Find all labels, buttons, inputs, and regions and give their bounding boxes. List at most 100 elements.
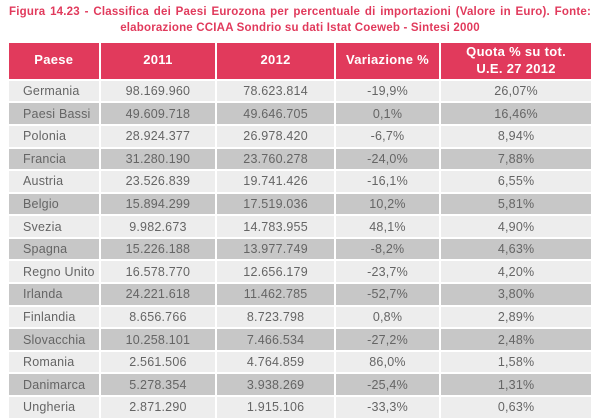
cell-quota: 2,89% — [441, 306, 591, 328]
table-header-row: Paese 2011 2012 Variazione % Quota % su tot.… — [9, 42, 591, 79]
cell-paese: Polonia — [9, 125, 99, 147]
cell-paese: Finlandia — [9, 306, 99, 328]
cell-quota: 5,81% — [441, 193, 591, 215]
cell-2012: 26.978.420 — [217, 125, 334, 147]
cell-2011: 49.609.718 — [100, 103, 216, 124]
cell-paese: Regno Unito — [9, 261, 99, 283]
table-row: Belgio 15.894.299 17.519.036 10,2% 5,81% — [9, 193, 591, 215]
table-row: Spagna 15.226.188 13.977.749 -8,2% 4,63% — [9, 238, 591, 260]
cell-quota: 26,07% — [441, 80, 591, 102]
cell-2011: 10.258.101 — [100, 329, 216, 350]
table-row: Finlandia 8.656.766 8.723.798 0,8% 2,89% — [9, 306, 591, 328]
cell-variazione: -8,2% — [335, 238, 440, 260]
cell-2011: 24.221.618 — [100, 284, 216, 305]
cell-variazione: -25,4% — [335, 374, 440, 396]
table-row: Danimarca 5.278.354 3.938.269 -25,4% 1,31% — [9, 374, 591, 396]
cell-2011: 8.656.766 — [100, 306, 216, 328]
table-row: Austria 23.526.839 19.741.426 -16,1% 6,55% — [9, 171, 591, 192]
cell-paese: Romania — [9, 351, 99, 373]
cell-variazione: 10,2% — [335, 193, 440, 215]
cell-2011: 16.578.770 — [100, 261, 216, 283]
table-row: Germania 98.169.960 78.623.814 -19,9% 26,07% — [9, 80, 591, 102]
table-row: Paesi Bassi 49.609.718 49.646.705 0,1% 16,46… — [9, 103, 591, 124]
cell-paese: Paesi Bassi — [9, 103, 99, 124]
cell-paese: Germania — [9, 80, 99, 102]
cell-quota: 4,20% — [441, 261, 591, 283]
figure-title: Figura 14.23 - Classifica dei Paesi Euro… — [0, 0, 600, 40]
cell-paese: Francia — [9, 148, 99, 170]
cell-2011: 15.226.188 — [100, 238, 216, 260]
cell-paese: Belgio — [9, 193, 99, 215]
cell-variazione: -16,1% — [335, 171, 440, 192]
table-row: Svezia 9.982.673 14.783.955 48,1% 4,90% — [9, 216, 591, 237]
cell-quota: 16,46% — [441, 103, 591, 124]
cell-paese: Svezia — [9, 216, 99, 237]
cell-2012: 8.723.798 — [217, 306, 334, 328]
cell-variazione: -6,7% — [335, 125, 440, 147]
cell-quota: 1,31% — [441, 374, 591, 396]
table-row: Polonia 28.924.377 26.978.420 -6,7% 8,94% — [9, 125, 591, 147]
cell-paese: Austria — [9, 171, 99, 192]
table-row: Romania 2.561.506 4.764.859 86,0% 1,58% — [9, 351, 591, 373]
cell-variazione: -24,0% — [335, 148, 440, 170]
cell-2012: 78.623.814 — [217, 80, 334, 102]
cell-2012: 4.764.859 — [217, 351, 334, 373]
cell-quota: 4,63% — [441, 238, 591, 260]
cell-2011: 31.280.190 — [100, 148, 216, 170]
table-row: Regno Unito 16.578.770 12.656.179 -23,7% 4,2… — [9, 261, 591, 283]
column-header-variazione: Variazione % — [335, 42, 440, 79]
cell-quota: 0,63% — [441, 397, 591, 418]
cell-variazione: 0,1% — [335, 103, 440, 124]
imports-table: Paese 2011 2012 Variazione % Quota % su tot.… — [7, 41, 593, 418]
column-header-2012: 2012 — [217, 42, 334, 79]
cell-quota: 2,48% — [441, 329, 591, 350]
cell-2012: 7.466.534 — [217, 329, 334, 350]
cell-variazione: -19,9% — [335, 80, 440, 102]
table-row: Irlanda 24.221.618 11.462.785 -52,7% 3,80% — [9, 284, 591, 305]
cell-2012: 23.760.278 — [217, 148, 334, 170]
cell-2011: 23.526.839 — [100, 171, 216, 192]
cell-2012: 11.462.785 — [217, 284, 334, 305]
cell-2011: 98.169.960 — [100, 80, 216, 102]
cell-variazione: 86,0% — [335, 351, 440, 373]
cell-2012: 12.656.179 — [217, 261, 334, 283]
cell-2012: 49.646.705 — [217, 103, 334, 124]
header-row: Paese 2011 2012 Variazione % Quota % su tot.… — [9, 42, 591, 79]
cell-2012: 3.938.269 — [217, 374, 334, 396]
cell-2011: 2.871.290 — [100, 397, 216, 418]
cell-paese: Ungheria — [9, 397, 99, 418]
cell-2011: 9.982.673 — [100, 216, 216, 237]
cell-quota: 8,94% — [441, 125, 591, 147]
figure-title-line1: Figura 14.23 - Classifica dei Paesi Euro… — [9, 6, 591, 18]
column-header-quota: Quota % su tot. U.E. 27 2012 — [441, 42, 591, 79]
cell-2011: 15.894.299 — [100, 193, 216, 215]
cell-2012: 17.519.036 — [217, 193, 334, 215]
cell-2011: 28.924.377 — [100, 125, 216, 147]
figure-title-line2: elaborazione CCIAA Sondrio su dati Istat… — [120, 21, 480, 34]
cell-quota: 3,80% — [441, 284, 591, 305]
cell-variazione: -27,2% — [335, 329, 440, 350]
cell-paese: Spagna — [9, 238, 99, 260]
cell-paese: Danimarca — [9, 374, 99, 396]
cell-paese: Slovacchia — [9, 329, 99, 350]
cell-2012: 19.741.426 — [217, 171, 334, 192]
cell-quota: 1,58% — [441, 351, 591, 373]
cell-2012: 13.977.749 — [217, 238, 334, 260]
table-row: Ungheria 2.871.290 1.915.106 -33,3% 0,63% — [9, 397, 591, 418]
cell-variazione: 48,1% — [335, 216, 440, 237]
table-body: Germania 98.169.960 78.623.814 -19,9% 26,07%… — [9, 80, 591, 418]
cell-2012: 1.915.106 — [217, 397, 334, 418]
column-header-2011: 2011 — [100, 42, 216, 79]
cell-quota: 6,55% — [441, 171, 591, 192]
column-header-paese: Paese — [9, 42, 99, 79]
cell-2012: 14.783.955 — [217, 216, 334, 237]
cell-quota: 4,90% — [441, 216, 591, 237]
cell-variazione: 0,8% — [335, 306, 440, 328]
cell-variazione: -23,7% — [335, 261, 440, 283]
cell-variazione: -33,3% — [335, 397, 440, 418]
cell-variazione: -52,7% — [335, 284, 440, 305]
cell-quota: 7,88% — [441, 148, 591, 170]
cell-2011: 5.278.354 — [100, 374, 216, 396]
table-row: Francia 31.280.190 23.760.278 -24,0% 7,88% — [9, 148, 591, 170]
cell-2011: 2.561.506 — [100, 351, 216, 373]
